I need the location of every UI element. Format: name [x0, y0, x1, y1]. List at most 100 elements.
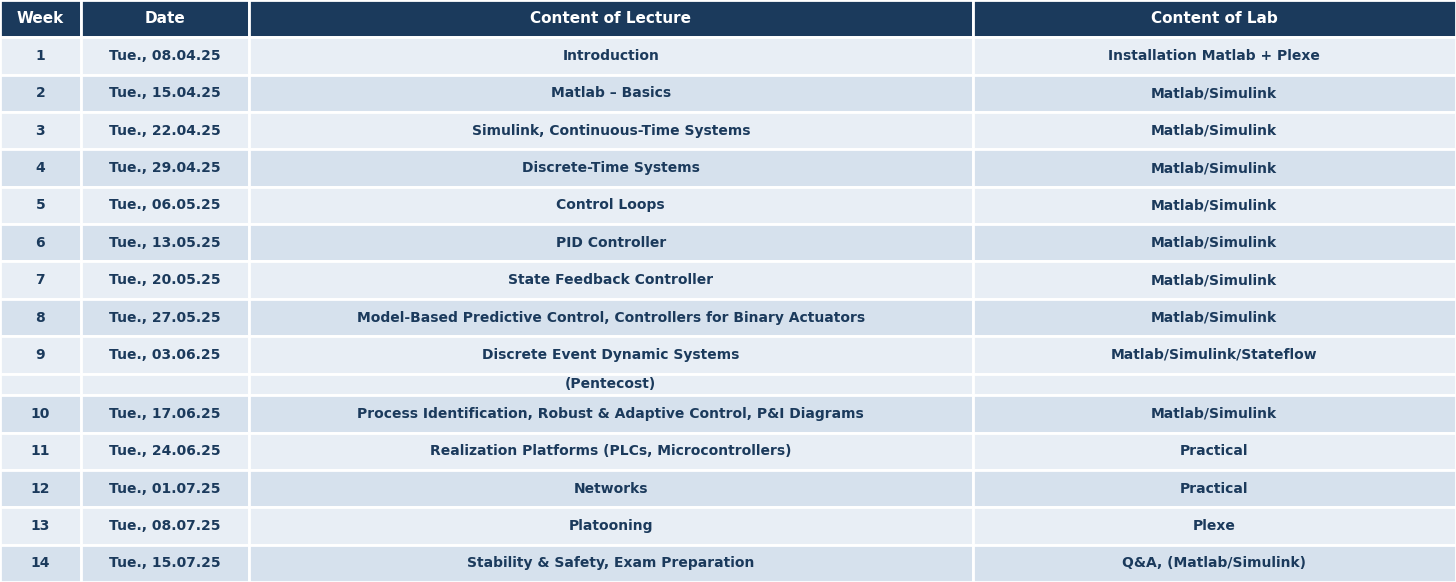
- Bar: [973, 545, 1456, 582]
- Text: 7: 7: [35, 273, 45, 287]
- Bar: [249, 37, 973, 74]
- Text: Practical: Practical: [1179, 444, 1249, 458]
- Bar: [82, 508, 249, 545]
- Text: Content of Lab: Content of Lab: [1150, 11, 1278, 26]
- Bar: [82, 299, 249, 336]
- Text: Realization Platforms (PLCs, Microcontrollers): Realization Platforms (PLCs, Microcontro…: [430, 444, 792, 458]
- Bar: [0, 37, 82, 74]
- Bar: [249, 470, 973, 508]
- Text: 2: 2: [35, 86, 45, 100]
- Text: Tue., 27.05.25: Tue., 27.05.25: [109, 311, 221, 325]
- Bar: [249, 374, 973, 395]
- Text: 8: 8: [35, 311, 45, 325]
- Text: 3: 3: [35, 124, 45, 138]
- Text: Matlab/Simulink: Matlab/Simulink: [1152, 407, 1277, 421]
- Bar: [82, 224, 249, 261]
- Text: Q&A, (Matlab/Simulink): Q&A, (Matlab/Simulink): [1123, 556, 1306, 570]
- Text: Networks: Networks: [574, 482, 648, 496]
- Text: Tue., 08.07.25: Tue., 08.07.25: [109, 519, 221, 533]
- Bar: [0, 336, 82, 374]
- Bar: [973, 374, 1456, 395]
- Bar: [82, 261, 249, 299]
- Bar: [249, 0, 973, 37]
- Bar: [0, 395, 82, 432]
- Text: 12: 12: [31, 482, 50, 496]
- Bar: [973, 261, 1456, 299]
- Bar: [973, 336, 1456, 374]
- Text: Discrete Event Dynamic Systems: Discrete Event Dynamic Systems: [482, 348, 740, 362]
- Text: Matlab/Simulink: Matlab/Simulink: [1152, 86, 1277, 100]
- Text: Tue., 03.06.25: Tue., 03.06.25: [109, 348, 220, 362]
- Text: Content of Lecture: Content of Lecture: [530, 11, 692, 26]
- Text: Model-Based Predictive Control, Controllers for Binary Actuators: Model-Based Predictive Control, Controll…: [357, 311, 865, 325]
- Text: Introduction: Introduction: [562, 49, 660, 63]
- Text: 9: 9: [35, 348, 45, 362]
- Bar: [0, 374, 82, 395]
- Bar: [973, 0, 1456, 37]
- Bar: [249, 299, 973, 336]
- Bar: [249, 395, 973, 432]
- Text: Tue., 24.06.25: Tue., 24.06.25: [109, 444, 221, 458]
- Text: Plexe: Plexe: [1192, 519, 1236, 533]
- Bar: [82, 336, 249, 374]
- Bar: [973, 470, 1456, 508]
- Text: Matlab/Simulink: Matlab/Simulink: [1152, 311, 1277, 325]
- Text: 6: 6: [35, 236, 45, 250]
- Text: Installation Matlab + Plexe: Installation Matlab + Plexe: [1108, 49, 1321, 63]
- Bar: [973, 37, 1456, 74]
- Text: Tue., 01.07.25: Tue., 01.07.25: [109, 482, 221, 496]
- Text: 4: 4: [35, 161, 45, 175]
- Bar: [973, 508, 1456, 545]
- Bar: [0, 508, 82, 545]
- Text: Date: Date: [144, 11, 185, 26]
- Text: Platooning: Platooning: [568, 519, 654, 533]
- Text: Week: Week: [17, 11, 64, 26]
- Bar: [82, 112, 249, 150]
- Text: Stability & Safety, Exam Preparation: Stability & Safety, Exam Preparation: [467, 556, 754, 570]
- Bar: [0, 187, 82, 224]
- Bar: [82, 74, 249, 112]
- Bar: [973, 432, 1456, 470]
- Text: (Pentecost): (Pentecost): [565, 377, 657, 391]
- Text: Tue., 29.04.25: Tue., 29.04.25: [109, 161, 221, 175]
- Text: Practical: Practical: [1179, 482, 1249, 496]
- Bar: [249, 224, 973, 261]
- Bar: [82, 432, 249, 470]
- Text: 1: 1: [35, 49, 45, 63]
- Bar: [249, 545, 973, 582]
- Bar: [0, 299, 82, 336]
- Bar: [249, 336, 973, 374]
- Text: Tue., 13.05.25: Tue., 13.05.25: [109, 236, 221, 250]
- Text: PID Controller: PID Controller: [556, 236, 665, 250]
- Text: Matlab/Simulink/Stateflow: Matlab/Simulink/Stateflow: [1111, 348, 1318, 362]
- Bar: [82, 470, 249, 508]
- Bar: [973, 224, 1456, 261]
- Text: Tue., 15.07.25: Tue., 15.07.25: [109, 556, 221, 570]
- Bar: [82, 150, 249, 187]
- Bar: [0, 112, 82, 150]
- Bar: [249, 187, 973, 224]
- Text: Matlab/Simulink: Matlab/Simulink: [1152, 198, 1277, 212]
- Text: Tue., 22.04.25: Tue., 22.04.25: [109, 124, 221, 138]
- Text: Process Identification, Robust & Adaptive Control, P&I Diagrams: Process Identification, Robust & Adaptiv…: [357, 407, 865, 421]
- Text: 5: 5: [35, 198, 45, 212]
- Bar: [249, 74, 973, 112]
- Bar: [82, 395, 249, 432]
- Text: State Feedback Controller: State Feedback Controller: [508, 273, 713, 287]
- Bar: [0, 224, 82, 261]
- Bar: [0, 545, 82, 582]
- Bar: [0, 150, 82, 187]
- Text: 10: 10: [31, 407, 50, 421]
- Bar: [249, 508, 973, 545]
- Bar: [82, 37, 249, 74]
- Bar: [0, 0, 82, 37]
- Text: Tue., 17.06.25: Tue., 17.06.25: [109, 407, 221, 421]
- Text: Tue., 08.04.25: Tue., 08.04.25: [109, 49, 221, 63]
- Text: Matlab – Basics: Matlab – Basics: [550, 86, 671, 100]
- Text: 11: 11: [31, 444, 50, 458]
- Text: Matlab/Simulink: Matlab/Simulink: [1152, 236, 1277, 250]
- Bar: [249, 261, 973, 299]
- Bar: [973, 74, 1456, 112]
- Bar: [973, 112, 1456, 150]
- Bar: [0, 432, 82, 470]
